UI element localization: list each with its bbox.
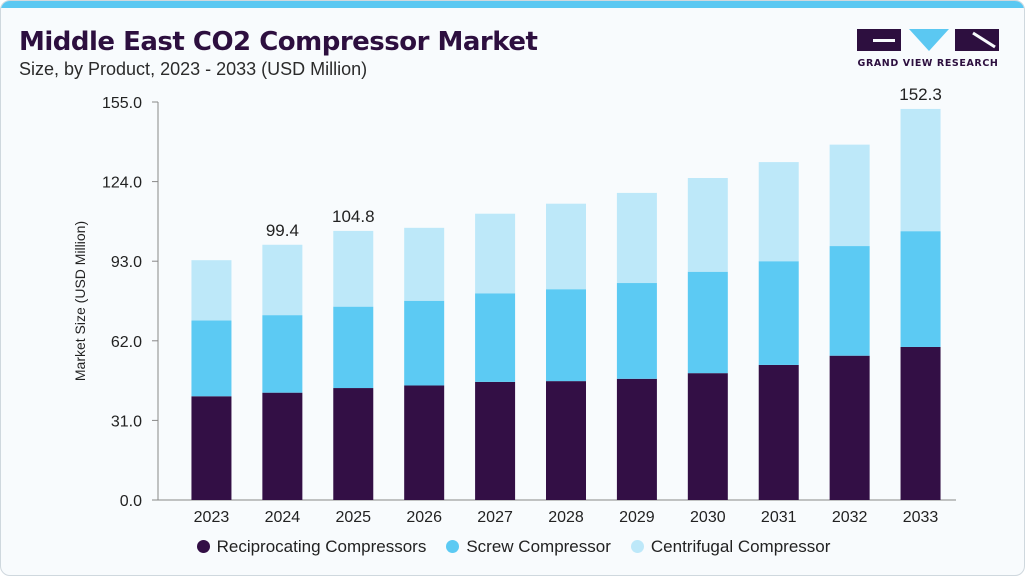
chart-legend: Reciprocating Compressors Screw Compresso… — [1, 537, 1024, 557]
legend-swatch — [630, 540, 644, 553]
legend-item: Reciprocating Compressors — [196, 537, 427, 557]
chart-subtitle: Size, by Product, 2023 - 2033 (USD Milli… — [19, 59, 368, 79]
bar-segment — [687, 178, 728, 272]
bar-segment — [475, 381, 516, 500]
x-tick-label: 2030 — [690, 509, 726, 526]
bar-segment — [687, 271, 728, 374]
bar-segment — [191, 396, 232, 500]
brand-name: GRAND VIEW RESEARCH — [857, 58, 999, 69]
bar-segment — [616, 283, 657, 379]
y-tick-label: 62.0 — [111, 334, 142, 351]
bar-segment — [475, 293, 516, 382]
chart-title: Middle East CO2 Compressor Market — [19, 27, 538, 57]
bar-segment — [900, 231, 941, 347]
bar-segment — [546, 203, 586, 290]
x-tick-label: 2026 — [406, 509, 442, 526]
x-tick-label: 2032 — [832, 509, 868, 526]
bar-segment — [616, 192, 657, 284]
bar-segment — [262, 244, 303, 316]
y-tick-label: 124.0 — [102, 175, 142, 192]
bar-segment — [262, 392, 303, 500]
y-tick-label: 155.0 — [102, 95, 142, 112]
bar-segment — [829, 355, 870, 500]
bar-segment — [404, 300, 445, 386]
bar-segment — [333, 230, 374, 307]
x-tick-label: 2031 — [761, 509, 797, 526]
bar-segment — [191, 320, 232, 397]
bar-segment — [475, 213, 516, 294]
data-label: 99.4 — [266, 221, 299, 240]
x-tick-label: 2029 — [619, 509, 655, 526]
bar-segment — [758, 364, 799, 500]
bar-segment — [404, 385, 445, 500]
bar-segment — [900, 346, 941, 500]
bar-segment — [616, 378, 657, 500]
x-tick-label: 2033 — [903, 509, 939, 526]
bar-segment — [687, 373, 728, 500]
x-tick-label: 2025 — [335, 509, 371, 526]
y-tick-label: 93.0 — [111, 254, 142, 271]
legend-swatch — [446, 540, 460, 553]
legend-label: Reciprocating Compressors — [216, 537, 427, 556]
bar-segment — [404, 227, 445, 301]
bar-segment — [829, 144, 870, 247]
x-tick-label: 2023 — [194, 509, 230, 526]
bar-segment — [333, 306, 374, 389]
bar-segment — [546, 289, 586, 382]
bar-segment — [546, 381, 586, 500]
bar-segment — [829, 246, 870, 356]
y-tick-label: 31.0 — [111, 413, 142, 430]
legend-swatch — [196, 540, 210, 553]
bar-segment — [758, 162, 799, 262]
x-tick-label: 2027 — [477, 509, 513, 526]
accent-bar — [1, 1, 1024, 8]
bar-segment — [758, 261, 799, 365]
bar-segment — [191, 260, 232, 321]
x-tick-label: 2024 — [265, 509, 301, 526]
x-tick-label: 2028 — [548, 509, 584, 526]
data-label: 104.8 — [332, 207, 375, 226]
y-tick-label: 0.0 — [120, 493, 142, 510]
legend-item: Screw Compressor — [446, 537, 611, 557]
legend-item: Centrifugal Compressor — [630, 537, 831, 557]
legend-label: Screw Compressor — [466, 537, 611, 556]
legend-label: Centrifugal Compressor — [650, 537, 831, 556]
bar-segment — [262, 315, 303, 393]
grand-view-research-logo — [857, 29, 999, 51]
bar-segment — [900, 108, 941, 232]
y-axis-title: Market Size (USD Million) — [72, 221, 88, 381]
bar-segment — [333, 388, 374, 500]
data-label: 152.3 — [899, 85, 942, 104]
